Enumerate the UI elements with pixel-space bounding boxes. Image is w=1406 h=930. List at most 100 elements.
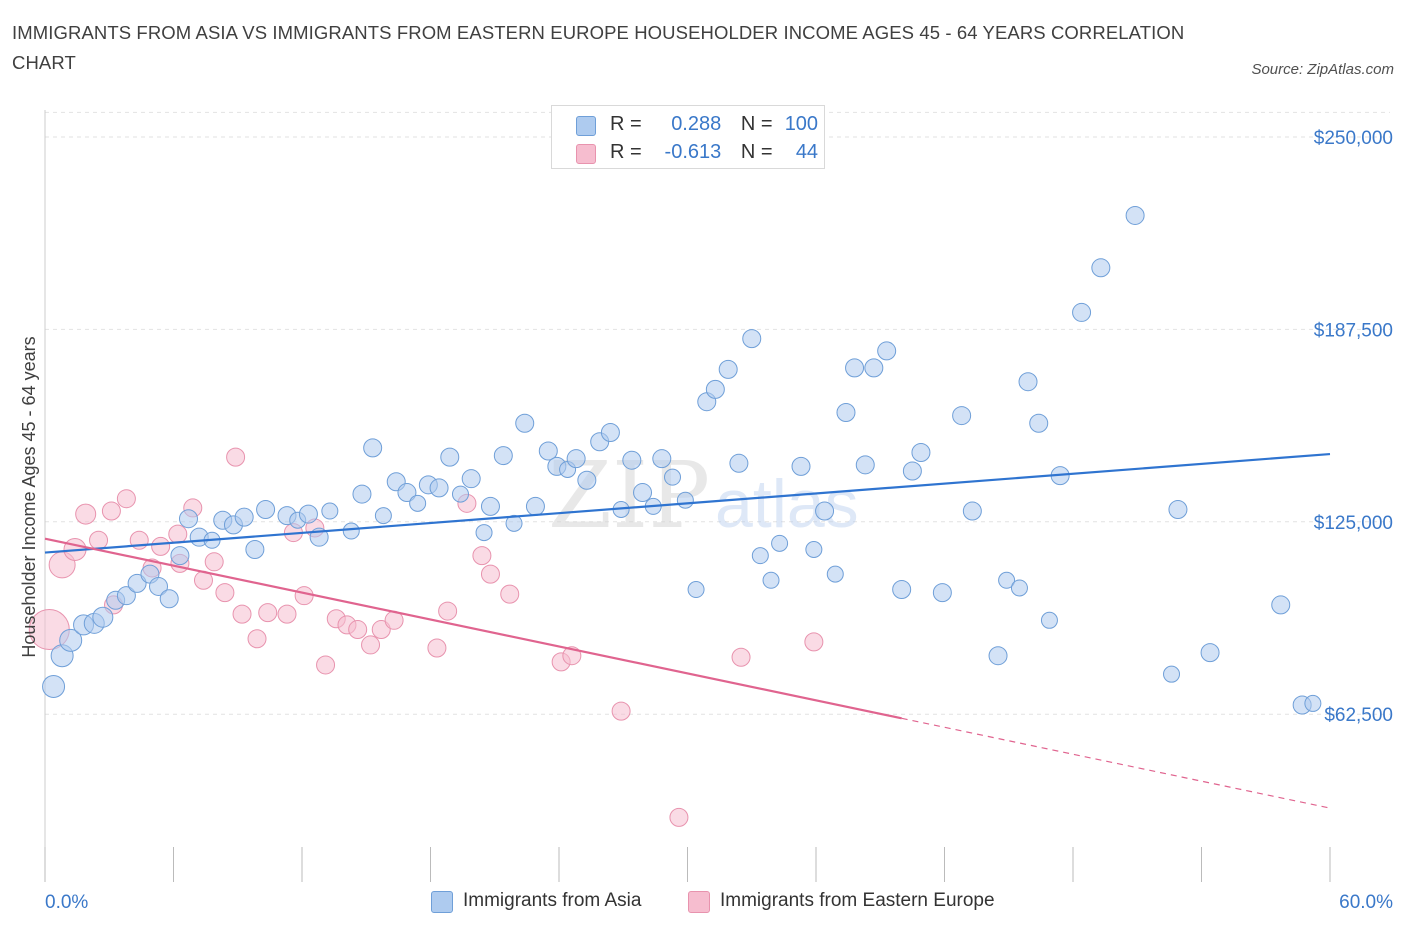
- legend-label-europe: Immigrants from Eastern Europe: [720, 890, 995, 911]
- asia-point: [116, 586, 136, 606]
- asia-point: [633, 483, 653, 503]
- series-asia-points: [42, 205, 1322, 715]
- y-axis-title: Householder Income Ages 45 - 64 years: [19, 336, 39, 657]
- europe-point: [348, 620, 368, 640]
- asia-point: [705, 379, 725, 399]
- asia-point: [729, 453, 749, 473]
- asia-point: [480, 496, 500, 516]
- asia-point: [256, 499, 276, 519]
- y-tick-label: $187,500: [1314, 320, 1393, 341]
- asia-point: [751, 547, 769, 565]
- asia-point: [352, 484, 372, 504]
- asia-point: [298, 504, 318, 524]
- asia-point: [932, 583, 952, 603]
- europe-point: [168, 524, 188, 544]
- asia-point: [566, 449, 586, 469]
- asia-point: [952, 406, 972, 426]
- europe-point: [731, 647, 751, 667]
- asia-point: [397, 483, 417, 503]
- asia-point: [676, 491, 694, 509]
- asia-point: [815, 501, 835, 521]
- asia-point: [363, 438, 383, 458]
- asia-point: [600, 423, 620, 443]
- asia-point: [525, 496, 545, 516]
- asia-point: [1018, 372, 1038, 392]
- asia-point: [687, 581, 705, 599]
- legend-n-value-asia: 100: [784, 113, 819, 135]
- asia-point: [1200, 643, 1220, 663]
- asia-point: [771, 534, 789, 552]
- asia-point: [1125, 205, 1145, 225]
- asia-point: [178, 509, 198, 529]
- asia-point: [59, 628, 83, 652]
- europe-point: [247, 629, 267, 649]
- europe-point: [204, 552, 224, 572]
- europe-point: [669, 807, 689, 827]
- asia-point: [1072, 302, 1092, 322]
- tick-labels: $62,500 $125,000 $187,500 $250,000 0.0% 60.0%: [45, 128, 1393, 913]
- trend-line-europe-extension: [901, 717, 1331, 809]
- asia-point: [911, 443, 931, 463]
- legend-r-label: R =: [610, 141, 642, 163]
- asia-point: [1168, 499, 1188, 519]
- asia-point: [515, 413, 535, 433]
- asia-point: [1304, 694, 1322, 712]
- asia-point: [92, 606, 114, 628]
- europe-point: [480, 564, 500, 584]
- europe-point: [89, 530, 109, 550]
- y-tick-label: $125,000: [1314, 513, 1393, 534]
- asia-point: [836, 402, 856, 422]
- axes: [44, 110, 1331, 882]
- europe-point: [427, 638, 447, 658]
- asia-point: [1010, 579, 1028, 597]
- legend-swatch-europe: [576, 144, 596, 164]
- asia-point: [1029, 413, 1049, 433]
- legend-r-value-europe: -0.613: [664, 141, 722, 163]
- asia-point: [864, 358, 884, 378]
- europe-point: [472, 546, 492, 566]
- europe-point: [294, 586, 314, 606]
- asia-point: [664, 468, 682, 486]
- asia-point: [1091, 258, 1111, 278]
- asia-point: [652, 449, 672, 469]
- europe-point: [258, 603, 278, 623]
- asia-point: [170, 546, 190, 566]
- series-europe-points: [28, 447, 824, 827]
- legend-n-label: N =: [740, 113, 773, 135]
- asia-point: [159, 589, 179, 609]
- europe-point: [232, 604, 252, 624]
- legend-label-asia: Immigrants from Asia: [463, 890, 642, 911]
- trend-line-europe: [44, 537, 902, 720]
- asia-point: [538, 441, 558, 461]
- asia-point: [742, 329, 762, 349]
- europe-point: [500, 584, 520, 604]
- legend-n-value-europe: 44: [795, 141, 819, 163]
- asia-point: [892, 580, 912, 600]
- asia-point: [1040, 611, 1058, 629]
- asia-point: [962, 501, 982, 521]
- legend-r-label: R =: [610, 113, 642, 135]
- chart-title: IMMIGRANTS FROM ASIA VS IMMIGRANTS FROM …: [12, 22, 1185, 73]
- watermark: ZIP atlas: [548, 442, 859, 549]
- asia-point: [998, 571, 1016, 589]
- legend-n-label: N =: [740, 141, 773, 163]
- asia-point: [429, 478, 449, 498]
- asia-point: [475, 524, 493, 542]
- asia-point: [409, 494, 427, 512]
- chart-source: Source: ZipAtlas.com: [1251, 61, 1394, 78]
- watermark-atlas: atlas: [715, 466, 859, 542]
- europe-point: [226, 447, 246, 467]
- legend-swatch-asia: [576, 116, 596, 136]
- asia-point: [440, 447, 460, 467]
- legend-swatch-europe: [688, 891, 710, 913]
- asia-point: [149, 576, 169, 596]
- asia-point: [42, 675, 66, 698]
- asia-point: [826, 565, 844, 583]
- europe-point: [75, 503, 97, 525]
- europe-point: [277, 604, 297, 624]
- asia-point: [988, 646, 1008, 666]
- europe-point: [804, 632, 824, 652]
- asia-point: [374, 507, 392, 525]
- asia-point: [855, 455, 875, 475]
